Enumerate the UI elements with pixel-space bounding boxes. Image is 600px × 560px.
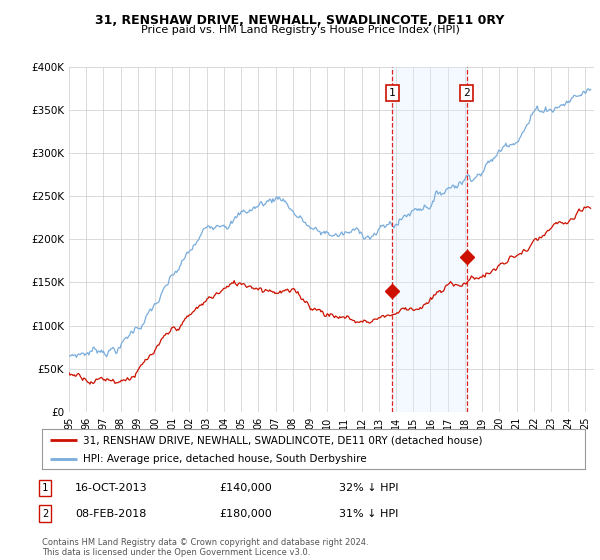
Text: 32% ↓ HPI: 32% ↓ HPI (339, 483, 398, 493)
Text: 31, RENSHAW DRIVE, NEWHALL, SWADLINCOTE, DE11 0RY: 31, RENSHAW DRIVE, NEWHALL, SWADLINCOTE,… (95, 14, 505, 27)
Text: £140,000: £140,000 (219, 483, 272, 493)
Text: £180,000: £180,000 (219, 508, 272, 519)
Text: Price paid vs. HM Land Registry's House Price Index (HPI): Price paid vs. HM Land Registry's House … (140, 25, 460, 35)
Text: Contains HM Land Registry data © Crown copyright and database right 2024.
This d: Contains HM Land Registry data © Crown c… (42, 538, 368, 557)
Text: 2: 2 (463, 88, 470, 98)
Text: 31, RENSHAW DRIVE, NEWHALL, SWADLINCOTE, DE11 0RY (detached house): 31, RENSHAW DRIVE, NEWHALL, SWADLINCOTE,… (83, 435, 482, 445)
Text: HPI: Average price, detached house, South Derbyshire: HPI: Average price, detached house, Sout… (83, 454, 367, 464)
Text: 2: 2 (42, 508, 48, 519)
Text: 1: 1 (389, 88, 396, 98)
Text: 31% ↓ HPI: 31% ↓ HPI (339, 508, 398, 519)
Text: 08-FEB-2018: 08-FEB-2018 (75, 508, 146, 519)
Bar (392, 67, 467, 412)
Text: 16-OCT-2013: 16-OCT-2013 (75, 483, 148, 493)
Text: 1: 1 (42, 483, 48, 493)
